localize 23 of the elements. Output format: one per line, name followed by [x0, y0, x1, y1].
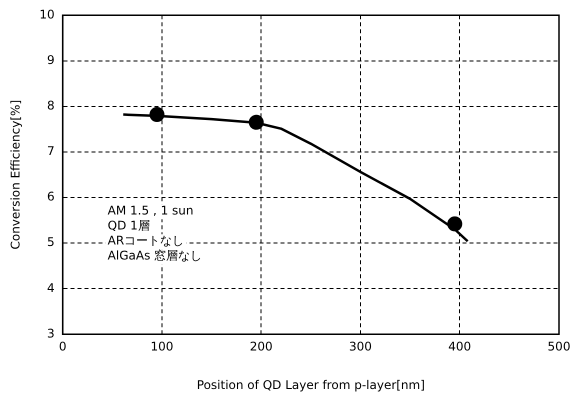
point [248, 114, 264, 130]
x-tick-label: 400 [448, 340, 472, 354]
annotation: QD 1層 [108, 218, 150, 232]
y-tick-label: 3 [47, 326, 55, 340]
x-tick-label: 100 [150, 340, 174, 354]
y-tick-label: 6 [47, 190, 55, 204]
y-axis-title: Conversion Efficiency[%] [8, 100, 22, 250]
x-axis-title: Position of QD Layer from p-layer[nm] [196, 378, 425, 392]
y-tick-label: 7 [47, 144, 55, 158]
point [149, 107, 164, 122]
y-tick-label: 4 [47, 280, 55, 295]
x-tick-label: 300 [349, 340, 372, 354]
y-tick-label: 10 [39, 7, 55, 22]
y-tick-label: 9 [47, 52, 55, 67]
annotation: AlGaAs 窓層なし [108, 248, 202, 262]
point [447, 216, 462, 232]
x-tick-label: 500 [548, 340, 570, 354]
y-tick-label: 5 [47, 235, 55, 250]
y-tick-label: 8 [47, 98, 55, 112]
x-tick-label: 200 [250, 340, 273, 354]
annotation: AM 1.5 , 1 sun [108, 203, 194, 218]
annotation: ARコートなし [108, 233, 184, 248]
x-tick-label: 0 [58, 340, 66, 354]
